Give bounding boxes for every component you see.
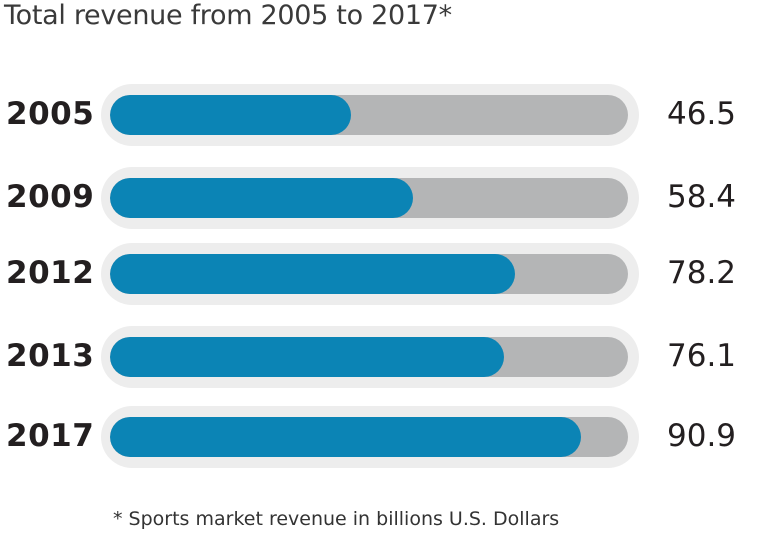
bar-track — [110, 337, 628, 377]
category-label: 2005 — [6, 96, 95, 132]
bar-2017 — [110, 417, 581, 457]
category-label: 2012 — [6, 255, 95, 291]
bar-2012 — [110, 254, 515, 294]
bar-2005 — [110, 95, 351, 135]
category-label: 2017 — [6, 418, 95, 454]
bar-track — [110, 254, 628, 294]
chart-footnote: * Sports market revenue in billions U.S.… — [113, 508, 560, 530]
bar-track — [110, 178, 628, 218]
value-label: 90.9 — [667, 418, 737, 454]
value-label: 76.1 — [667, 338, 737, 374]
bar-track — [110, 95, 628, 135]
value-label: 58.4 — [667, 179, 737, 215]
bar-row-2012: 2012 78.2 — [0, 243, 762, 305]
value-label: 46.5 — [667, 96, 737, 132]
bar-row-2009: 2009 58.4 — [0, 167, 762, 229]
category-label: 2009 — [6, 179, 95, 215]
chart-title: Total revenue from 2005 to 2017* — [4, 0, 452, 31]
bar-row-2017: 2017 90.9 — [0, 406, 762, 468]
bar-2009 — [110, 178, 413, 218]
bar-track — [110, 417, 628, 457]
bar-row-2005: 2005 46.5 — [0, 84, 762, 146]
bar-2013 — [110, 337, 504, 377]
category-label: 2013 — [6, 338, 95, 374]
bar-row-2013: 2013 76.1 — [0, 326, 762, 388]
value-label: 78.2 — [667, 255, 737, 291]
